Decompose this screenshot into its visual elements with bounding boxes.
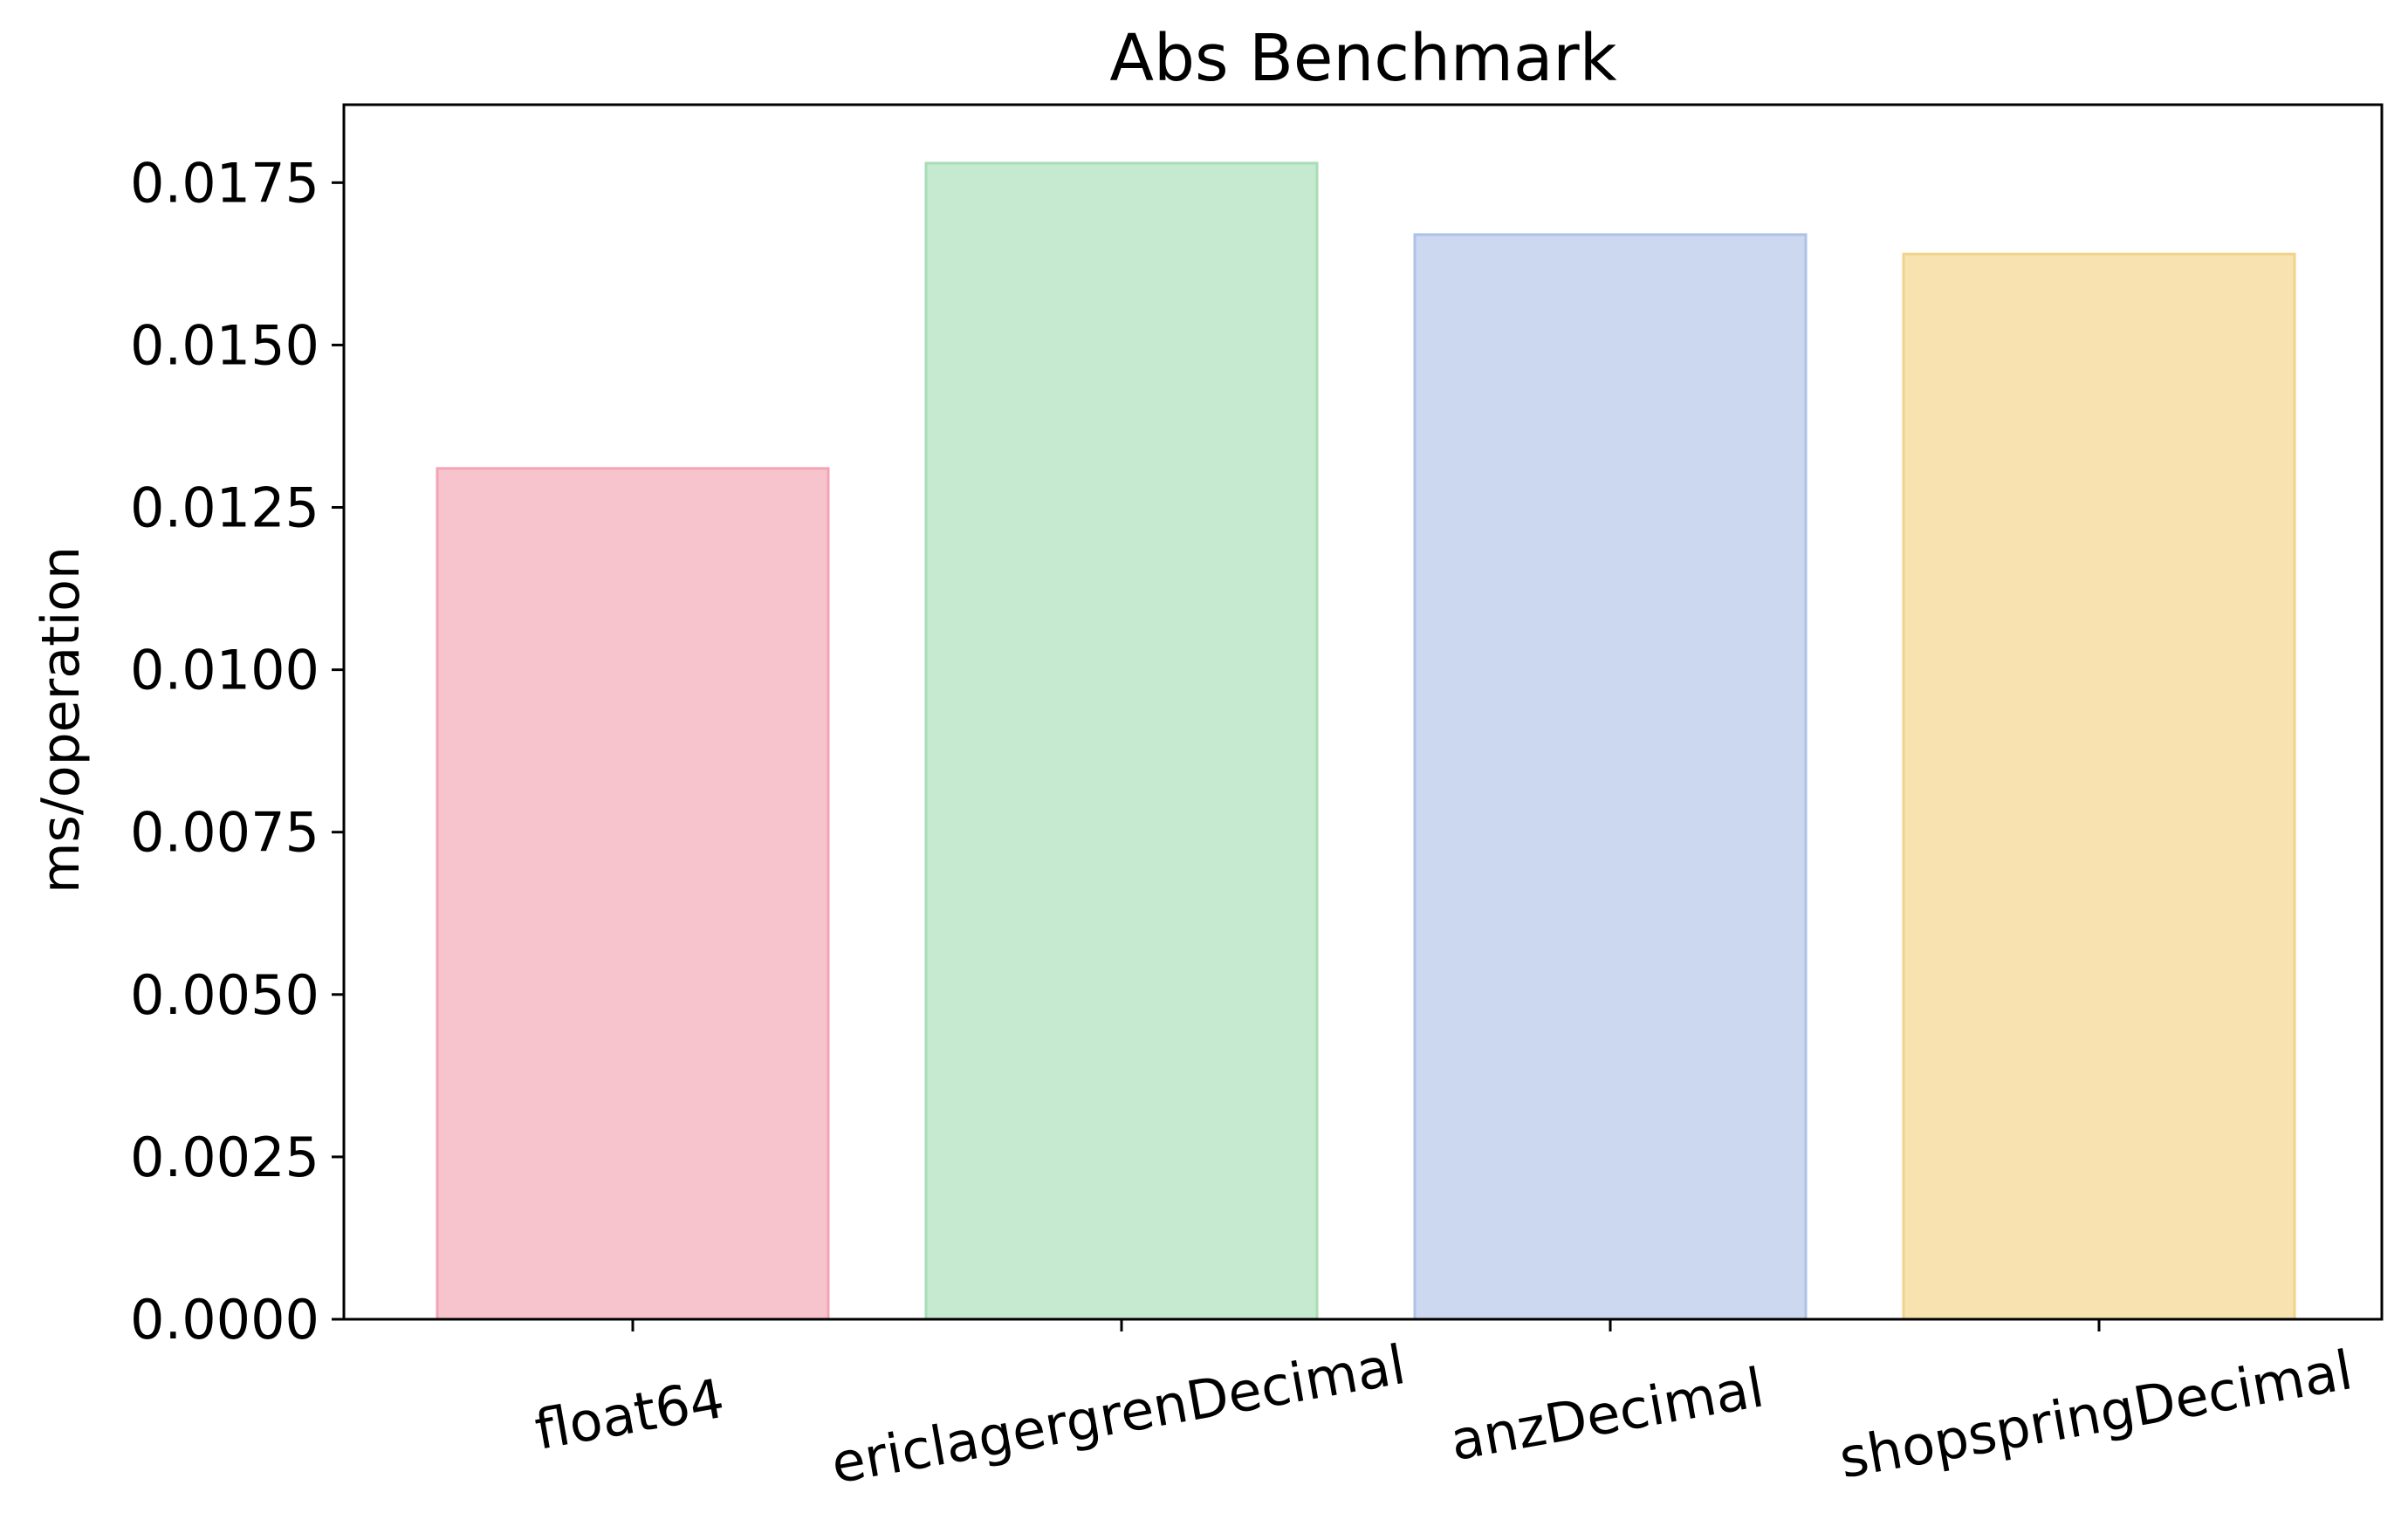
plot-frame (342, 103, 2384, 1321)
x-tick-label: anzDecimal (1445, 1355, 1768, 1473)
y-tick-label: 0.0125 (130, 476, 319, 540)
y-tick-label: 0.0025 (130, 1126, 319, 1189)
y-tick-label: 0.0175 (130, 151, 319, 215)
y-axis-label: ms/operation (31, 546, 92, 893)
y-tick-label: 0.0100 (130, 639, 319, 702)
bar-shopspringDecimal (1902, 252, 2296, 1321)
x-tick-label: float64 (530, 1366, 729, 1462)
x-tick-label: shopspringDecimal (1835, 1338, 2357, 1490)
y-tick-label: 0.0000 (130, 1288, 319, 1352)
y-tick-label: 0.0050 (130, 963, 319, 1027)
y-tick-label: 0.0075 (130, 801, 319, 865)
y-tick-label: 0.0150 (130, 313, 319, 377)
bar-ericlagergrenDecimal (924, 161, 1319, 1321)
chart-title: Abs Benchmark (1109, 21, 1616, 96)
bars-group (436, 161, 2296, 1321)
y-ticks-group: 0.0000 0.0025 0.0050 0.0075 0.0100 0.0125 0.01… (130, 151, 344, 1352)
x-ticks-group: float64 ericlagergrenDecimal anzDecimal sho… (530, 1319, 2357, 1496)
bar-anzDecimal (1413, 233, 1808, 1321)
bar-float64 (436, 467, 830, 1321)
x-tick-label: ericlagergrenDecimal (827, 1332, 1410, 1496)
